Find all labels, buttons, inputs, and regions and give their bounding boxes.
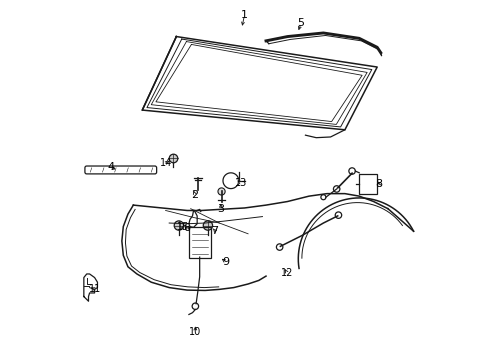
Text: 9: 9 bbox=[222, 257, 229, 267]
Circle shape bbox=[174, 221, 183, 230]
Text: 3: 3 bbox=[217, 204, 224, 215]
Text: 5: 5 bbox=[297, 18, 304, 28]
Text: 12: 12 bbox=[280, 267, 292, 278]
Circle shape bbox=[218, 188, 224, 195]
Text: 4: 4 bbox=[107, 162, 114, 172]
Text: 14: 14 bbox=[160, 158, 172, 168]
Text: 11: 11 bbox=[88, 284, 101, 294]
Text: 1: 1 bbox=[241, 10, 247, 20]
Text: 13: 13 bbox=[234, 178, 246, 188]
Text: 10: 10 bbox=[189, 327, 201, 337]
Circle shape bbox=[169, 154, 178, 163]
Text: 8: 8 bbox=[375, 179, 382, 189]
Text: 6: 6 bbox=[183, 224, 190, 233]
Text: 15: 15 bbox=[176, 222, 189, 232]
Text: 7: 7 bbox=[211, 226, 218, 236]
Text: 2: 2 bbox=[191, 190, 198, 200]
Circle shape bbox=[203, 221, 212, 230]
Bar bbox=[359, 174, 376, 194]
